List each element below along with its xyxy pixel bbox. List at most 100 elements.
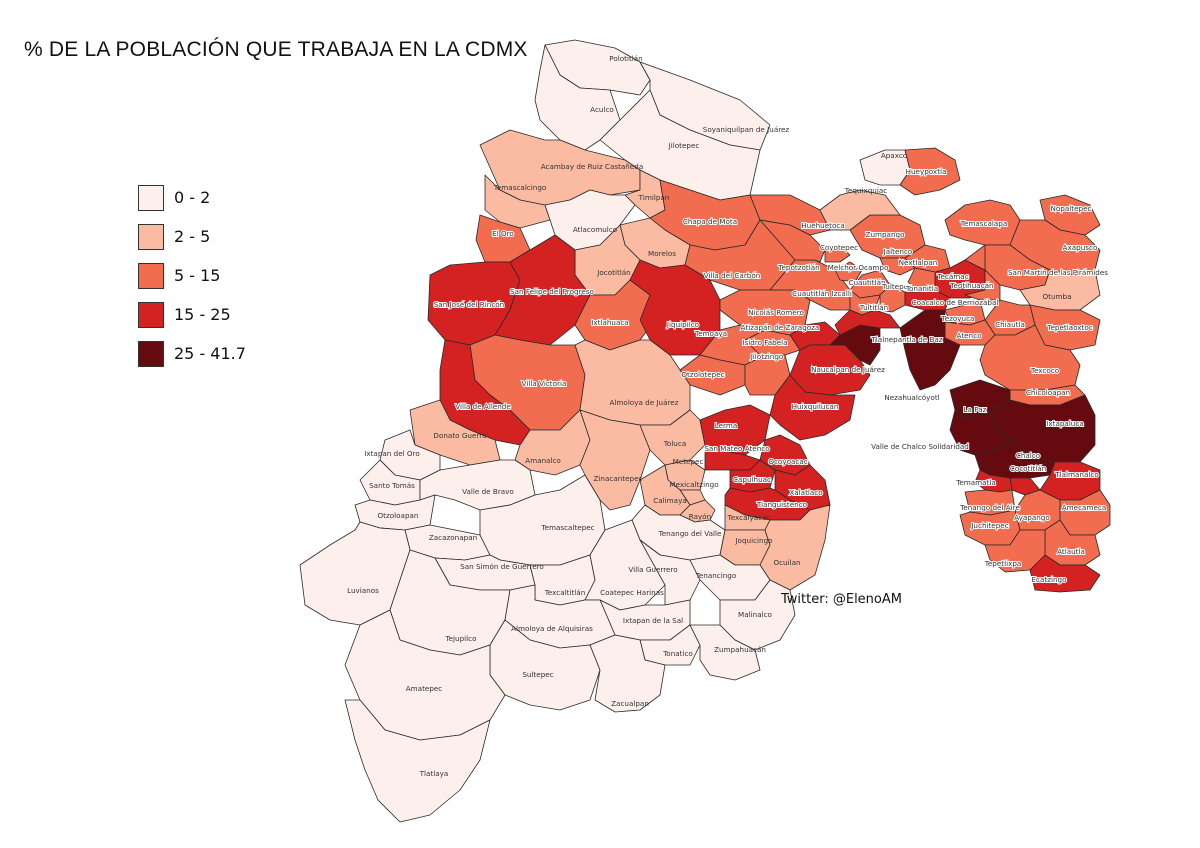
municipality-label: Temamatla [955, 478, 996, 487]
legend-swatch [138, 340, 164, 367]
municipality-label: Atenco [957, 331, 982, 340]
municipality-region [534, 44, 621, 151]
municipality-label: El Oro [492, 229, 514, 238]
municipality-label: Valle de Chalco Solidaridad [871, 442, 969, 451]
municipality-label: Aculco [590, 105, 614, 114]
municipality-label: Naucalpan de Juárez [811, 365, 885, 374]
municipality-label: Metepec [673, 457, 704, 466]
municipality-label: Chalco [1016, 451, 1040, 460]
municipality-label: Mexicaltzingo [669, 480, 718, 489]
municipality-label: Villa Guerrero [628, 565, 677, 574]
municipality-label: Teoloyucan [829, 263, 870, 272]
municipality-label: Soyaniquilpan de Juárez [703, 125, 790, 134]
municipality-label: Tianguistenco [756, 500, 807, 509]
legend-item: 5 - 15 [138, 256, 246, 295]
municipality-label: Malinalco [738, 610, 772, 619]
municipality-label: Ixtapan de la Sal [623, 616, 683, 625]
municipality-label: Tejupilco [444, 634, 476, 643]
municipality-label: Ocuilan [773, 558, 800, 567]
municipality-label: Ixtapan del Oro [364, 449, 420, 458]
legend-label: 2 - 5 [174, 227, 211, 246]
municipality-label: Nicolás Romero [748, 308, 804, 317]
municipality-label: Toluca [663, 439, 686, 448]
municipality-region [899, 147, 961, 196]
municipality-region [899, 309, 961, 391]
municipality-region [749, 194, 831, 236]
municipality-label: Amecameca [1062, 503, 1106, 512]
municipality-label: Temascalapa [960, 219, 1007, 228]
municipality-label: Chiautla [995, 320, 1025, 329]
municipality-label: Coatepec Harinas [600, 588, 664, 597]
municipality-label: San Martín de las Pirámides [1008, 268, 1108, 277]
municipality-label: Tenango del Valle [658, 529, 722, 538]
municipality-label: Temascalcingo [493, 183, 547, 192]
twitter-credit: Twitter: @ElenoAM [781, 592, 902, 607]
municipality-label: Zumpahuacán [714, 645, 766, 654]
legend-item: 15 - 25 [138, 295, 246, 334]
municipality-label: Tlalnepantla de Baz [870, 335, 942, 344]
legend-label: 0 - 2 [174, 188, 211, 207]
municipality-region [344, 699, 491, 823]
legend-item: 25 - 41.7 [138, 334, 246, 373]
municipality-label: Tultitlán [859, 303, 888, 312]
legend-label: 5 - 15 [174, 266, 221, 285]
municipality-label: Almoloya de Juárez [610, 398, 679, 407]
municipality-label: Otumba [1043, 292, 1072, 301]
municipality-region [769, 374, 856, 441]
municipality-region [759, 504, 831, 591]
municipality-label: Otzolotepec [681, 370, 724, 379]
municipality-label: Nopaltepec [1051, 204, 1092, 213]
municipality-label: Atlautla [1057, 547, 1085, 556]
municipality-label: Acambay de Ruiz Castañeda [541, 162, 644, 171]
municipality-label: Calimaya [653, 496, 686, 505]
municipality-label: Ocoyoacac [768, 457, 807, 466]
municipality-label: Nextlalpan [899, 258, 938, 267]
municipality-label: Tenango del Aire [959, 503, 1020, 512]
municipality-label: Texcoco [1030, 366, 1059, 375]
legend-swatch [138, 262, 164, 289]
municipality-label: Jocotitlán [596, 268, 630, 277]
legend-swatch [138, 184, 164, 211]
municipality-label: Axapusco [1063, 243, 1098, 252]
municipality-label: Tonanitla [905, 284, 938, 293]
municipality-label: Zacazonapan [429, 533, 477, 542]
municipality-label: Hueypoxtla [906, 167, 947, 176]
municipality-label: Lerma [715, 421, 738, 430]
municipality-label: Apaxco [881, 151, 907, 160]
municipality-region [639, 539, 701, 606]
municipality-label: Timilpan [638, 193, 670, 202]
municipality-label: Tecámac [936, 272, 968, 281]
municipality-label: Xalatlaco [789, 488, 822, 497]
municipality-label: Atlacomulco [573, 225, 617, 234]
municipality-region [834, 261, 863, 283]
municipality-region [1029, 554, 1101, 593]
municipality-label: Zinacantepec [594, 474, 643, 483]
municipality-label: Tequixquiac [844, 186, 887, 195]
municipality-label: Atizapán de Zaragoza [741, 323, 820, 332]
municipality-label: Jilotepec [668, 141, 700, 150]
municipality-label: Villa del Carbón [704, 271, 761, 280]
municipality-label: Tepetlixpa [984, 559, 1022, 568]
municipality-label: Isidro Fabela [742, 338, 787, 347]
municipality-region [964, 244, 1001, 301]
municipality-label: Joquicingo [734, 536, 772, 545]
legend-swatch [138, 301, 164, 328]
municipality-region [824, 244, 851, 263]
municipality-region [544, 189, 636, 251]
municipality-label: San Mateo Atenco [704, 444, 769, 453]
municipality-label: San Felipe del Progreso [510, 287, 594, 296]
municipality-label: Melchor Ocampo [828, 263, 889, 272]
legend: 0 - 2 2 - 5 5 - 15 15 - 25 25 - 41.7 [138, 178, 246, 373]
municipality-label: Huixquilucan [792, 402, 839, 411]
municipality-label: Donato Guerra [433, 431, 486, 440]
legend-label: 25 - 41.7 [174, 344, 246, 363]
municipality-label: Ixtlahuaca [591, 318, 628, 327]
municipality-label: Tonatico [662, 649, 693, 658]
municipality-label: Tepetlaoxtoc [1046, 323, 1092, 332]
municipality-label: Coyotepec [820, 243, 858, 252]
municipality-label: Juchitepec [970, 521, 1008, 530]
municipality-label: Otzoloapan [378, 511, 419, 520]
municipality-label: Morelos [648, 249, 676, 258]
municipality-label: Ixtapaluca [1046, 419, 1083, 428]
